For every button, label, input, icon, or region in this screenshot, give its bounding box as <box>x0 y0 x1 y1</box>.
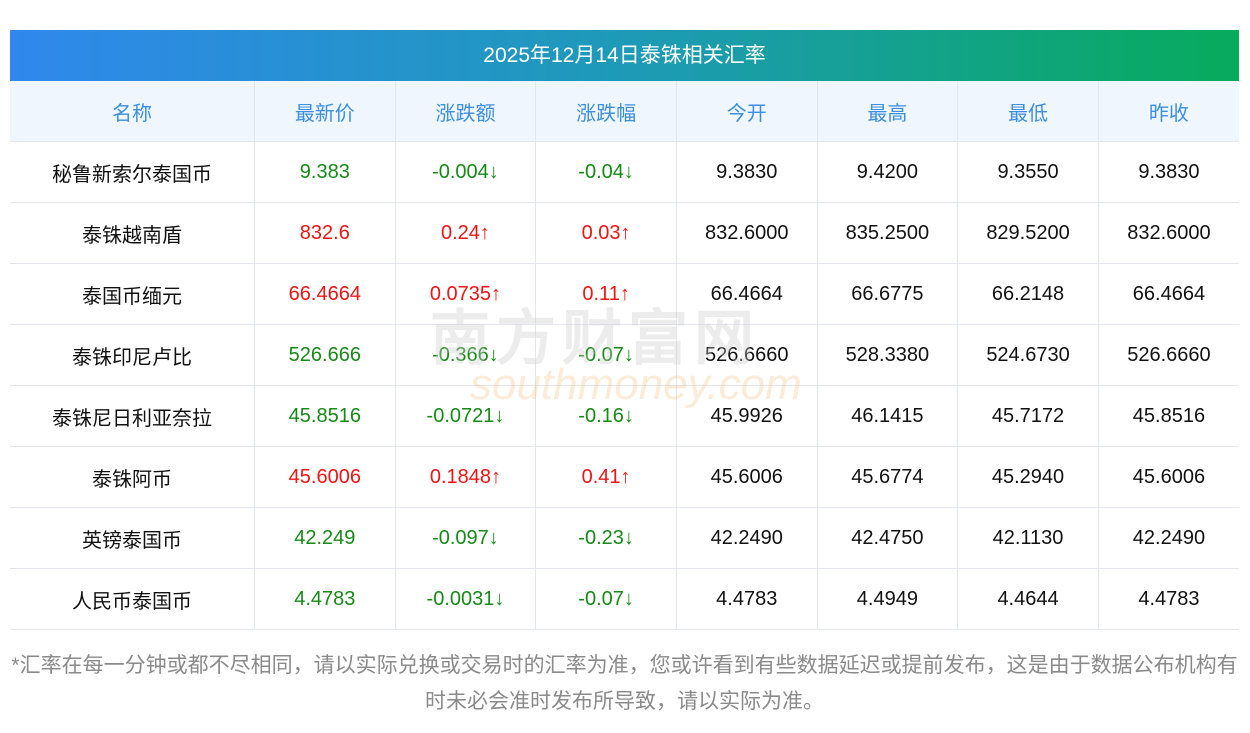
cell-open: 45.9926 <box>675 385 818 447</box>
cell-open: 832.6000 <box>675 202 818 264</box>
col-open: 今开 <box>675 81 818 142</box>
table-row: 人民币泰国币 4.4783 -0.0031↓ -0.07↓ 4.4783 4.4949 4.… <box>10 568 1239 630</box>
cell-latest: 4.4783 <box>254 568 396 630</box>
cell-open: 42.2490 <box>675 507 818 569</box>
cell-name: 人民币泰国币 <box>10 568 255 630</box>
cell-pct: -0.16↓ <box>535 385 677 447</box>
cell-latest: 526.666 <box>254 324 396 386</box>
table-title: 2025年12月14日泰铢相关汇率 <box>10 30 1239 81</box>
cell-pct: 0.03↑ <box>535 202 677 264</box>
rate-table-container: 2025年12月14日泰铢相关汇率 名称 最新价 涨跌额 涨跌幅 今开 最高 最… <box>10 30 1239 630</box>
cell-prev: 4.4783 <box>1097 568 1239 630</box>
cell-name: 泰国币缅元 <box>10 263 255 325</box>
cell-pct: -0.07↓ <box>535 324 677 386</box>
cell-change: 0.24↑ <box>394 202 536 264</box>
cell-low: 66.2148 <box>957 263 1099 325</box>
cell-latest: 45.8516 <box>254 385 396 447</box>
cell-change: -0.0031↓ <box>394 568 536 630</box>
cell-high: 45.6774 <box>816 446 958 508</box>
table-row: 泰铢越南盾 832.6 0.24↑ 0.03↑ 832.6000 835.2500 829.… <box>10 202 1239 264</box>
table-row: 秘鲁新索尔泰国币 9.383 -0.004↓ -0.04↓ 9.3830 9.4200 9.… <box>10 141 1239 203</box>
cell-change: -0.366↓ <box>394 324 536 386</box>
cell-name: 泰铢阿币 <box>10 446 255 508</box>
cell-high: 9.4200 <box>816 141 958 203</box>
cell-open: 4.4783 <box>675 568 818 630</box>
cell-name: 秘鲁新索尔泰国币 <box>10 141 255 203</box>
col-low: 最低 <box>957 81 1099 142</box>
cell-latest: 45.6006 <box>254 446 396 508</box>
table-row: 泰铢尼日利亚奈拉 45.8516 -0.0721↓ -0.16↓ 45.9926 46.1… <box>10 385 1239 447</box>
cell-high: 835.2500 <box>816 202 958 264</box>
cell-latest: 66.4664 <box>254 263 396 325</box>
table-row: 泰铢阿币 45.6006 0.1848↑ 0.41↑ 45.6006 45.6774 45.… <box>10 446 1239 508</box>
rate-table: 名称 最新价 涨跌额 涨跌幅 今开 最高 最低 昨收 秘鲁新索尔泰国币 9.383… <box>10 81 1239 630</box>
cell-latest: 42.249 <box>254 507 396 569</box>
cell-high: 66.6775 <box>816 263 958 325</box>
cell-prev: 42.2490 <box>1097 507 1239 569</box>
cell-prev: 832.6000 <box>1097 202 1239 264</box>
cell-low: 4.4644 <box>957 568 1099 630</box>
col-prev: 昨收 <box>1097 81 1239 142</box>
cell-pct: 0.41↑ <box>535 446 677 508</box>
cell-name: 泰铢越南盾 <box>10 202 255 264</box>
cell-latest: 9.383 <box>254 141 396 203</box>
cell-open: 9.3830 <box>675 141 818 203</box>
cell-change: 0.1848↑ <box>394 446 536 508</box>
cell-pct: -0.07↓ <box>535 568 677 630</box>
cell-low: 45.2940 <box>957 446 1099 508</box>
cell-low: 45.7172 <box>957 385 1099 447</box>
cell-high: 46.1415 <box>816 385 958 447</box>
cell-pct: -0.04↓ <box>535 141 677 203</box>
cell-low: 42.1130 <box>957 507 1099 569</box>
table-header-row: 名称 最新价 涨跌额 涨跌幅 今开 最高 最低 昨收 <box>10 81 1239 142</box>
col-name: 名称 <box>10 81 255 142</box>
cell-prev: 66.4664 <box>1097 263 1239 325</box>
cell-high: 4.4949 <box>816 568 958 630</box>
cell-low: 524.6730 <box>957 324 1099 386</box>
cell-high: 42.4750 <box>816 507 958 569</box>
table-row: 泰铢印尼卢比 526.666 -0.366↓ -0.07↓ 526.6660 528.33… <box>10 324 1239 386</box>
cell-open: 45.6006 <box>675 446 818 508</box>
cell-change: 0.0735↑ <box>394 263 536 325</box>
cell-prev: 526.6660 <box>1097 324 1239 386</box>
table-row: 英镑泰国币 42.249 -0.097↓ -0.23↓ 42.2490 42.4750 42… <box>10 507 1239 569</box>
col-change: 涨跌额 <box>394 81 536 142</box>
cell-change: -0.0721↓ <box>394 385 536 447</box>
cell-pct: -0.23↓ <box>535 507 677 569</box>
cell-change: -0.004↓ <box>394 141 536 203</box>
cell-name: 泰铢尼日利亚奈拉 <box>10 385 255 447</box>
cell-prev: 45.6006 <box>1097 446 1239 508</box>
cell-prev: 45.8516 <box>1097 385 1239 447</box>
cell-low: 9.3550 <box>957 141 1099 203</box>
cell-open: 66.4664 <box>675 263 818 325</box>
cell-latest: 832.6 <box>254 202 396 264</box>
cell-name: 英镑泰国币 <box>10 507 255 569</box>
cell-open: 526.6660 <box>675 324 818 386</box>
col-pct: 涨跌幅 <box>535 81 677 142</box>
col-high: 最高 <box>816 81 958 142</box>
cell-change: -0.097↓ <box>394 507 536 569</box>
disclaimer-note: *汇率在每一分钟或都不尽相同，请以实际兑换或交易时的汇率为准，您或许看到有些数据… <box>11 654 1238 713</box>
cell-low: 829.5200 <box>957 202 1099 264</box>
cell-name: 泰铢印尼卢比 <box>10 324 255 386</box>
cell-prev: 9.3830 <box>1097 141 1239 203</box>
cell-high: 528.3380 <box>816 324 958 386</box>
cell-pct: 0.11↑ <box>535 263 677 325</box>
col-latest: 最新价 <box>254 81 396 142</box>
table-row: 泰国币缅元 66.4664 0.0735↑ 0.11↑ 66.4664 66.6775 66… <box>10 263 1239 325</box>
